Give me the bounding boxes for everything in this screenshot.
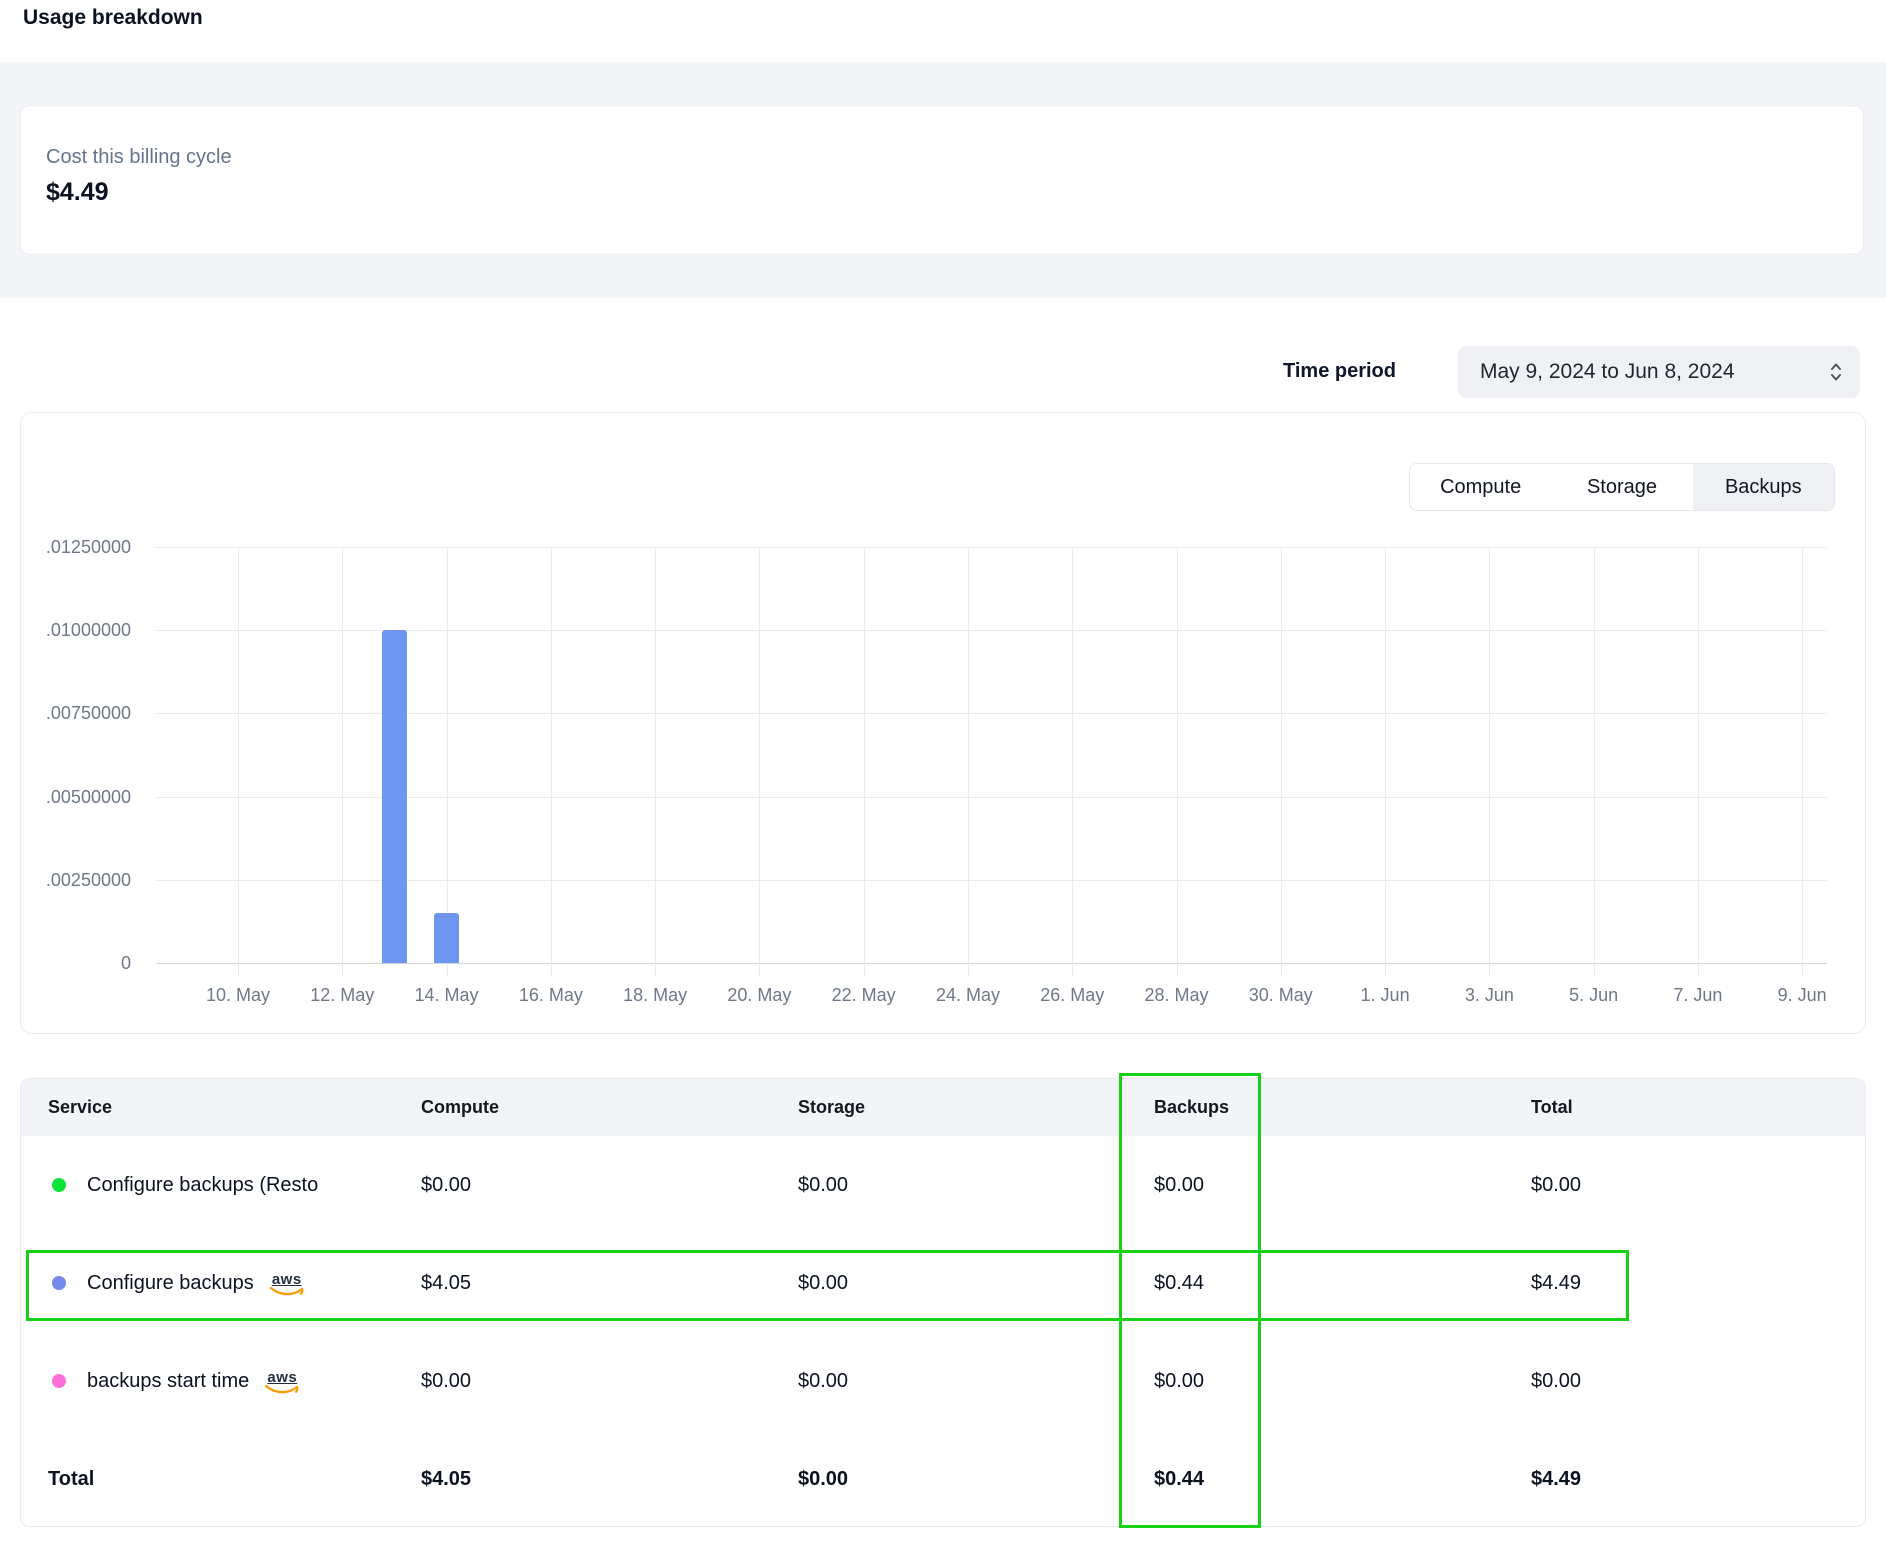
gridline-vertical	[1177, 547, 1178, 976]
gridline-vertical	[551, 547, 552, 976]
x-axis-tick-label: 16. May	[496, 985, 606, 1006]
x-axis-line	[156, 963, 1827, 964]
gridline-vertical	[1385, 547, 1386, 976]
table-row: backups start time aws $0.00 $0.00 $0.00…	[21, 1332, 1865, 1430]
x-axis-tick-label: 20. May	[704, 985, 814, 1006]
chart-plot: 0.00250000.00500000.00750000.01000000.01…	[156, 547, 1827, 963]
x-axis-tick-label: 3. Jun	[1434, 985, 1544, 1006]
column-header-storage: Storage	[798, 1097, 1154, 1118]
service-name: Configure backups	[87, 1272, 254, 1295]
total-value: $0.00	[1531, 1370, 1865, 1393]
gridline-vertical	[1281, 547, 1282, 976]
storage-value: $0.00	[798, 1174, 1154, 1197]
gridline-vertical	[447, 547, 448, 976]
total-compute-value: $4.05	[421, 1468, 798, 1491]
gridline-vertical	[342, 547, 343, 976]
gridline-vertical	[1489, 547, 1490, 976]
aws-logo-icon: aws	[264, 1371, 300, 1395]
page-title: Usage breakdown	[23, 6, 203, 30]
total-storage-value: $0.00	[798, 1468, 1154, 1491]
storage-value: $0.00	[798, 1272, 1154, 1295]
x-axis-tick-label: 5. Jun	[1539, 985, 1649, 1006]
usage-chart-card: Compute Storage Backups 0.00250000.00500…	[20, 412, 1866, 1034]
total-value: $0.00	[1531, 1174, 1865, 1197]
x-axis-tick-label: 9. Jun	[1747, 985, 1857, 1006]
gridline-horizontal	[156, 547, 1827, 548]
billing-summary-band: Cost this billing cycle $4.49	[0, 62, 1886, 298]
column-header-service: Service	[21, 1097, 421, 1118]
total-backups-value: $0.44	[1154, 1468, 1531, 1491]
backups-value: $0.44	[1154, 1272, 1531, 1295]
usage-table: Service Compute Storage Backups Total Co…	[20, 1078, 1866, 1527]
aws-logo-icon: aws	[269, 1273, 305, 1297]
chart-metric-tabs: Compute Storage Backups	[1409, 463, 1835, 511]
table-row: Configure backups aws $4.05 $0.00 $0.44 …	[21, 1234, 1865, 1332]
x-axis-tick-label: 1. Jun	[1330, 985, 1440, 1006]
x-axis-tick-label: 28. May	[1122, 985, 1232, 1006]
total-total-value: $4.49	[1531, 1468, 1865, 1491]
billing-cycle-cost: $4.49	[46, 178, 109, 207]
x-axis-tick-label: 22. May	[809, 985, 919, 1006]
service-name: Configure backups (Resto	[87, 1174, 318, 1197]
backups-value: $0.00	[1154, 1370, 1531, 1393]
x-axis-tick-label: 30. May	[1226, 985, 1336, 1006]
column-header-compute: Compute	[421, 1097, 798, 1118]
compute-value: $4.05	[421, 1272, 798, 1295]
chart-bar-13-May	[382, 630, 407, 963]
table-header-row: Service Compute Storage Backups Total	[21, 1079, 1865, 1136]
compute-value: $0.00	[421, 1370, 798, 1393]
x-axis-tick-label: 12. May	[287, 985, 397, 1006]
billing-cycle-label: Cost this billing cycle	[46, 146, 232, 169]
gridline-vertical	[759, 547, 760, 976]
tab-storage[interactable]: Storage	[1551, 464, 1692, 510]
total-value: $4.49	[1531, 1272, 1865, 1295]
x-axis-tick-label: 14. May	[392, 985, 502, 1006]
time-period-value: May 9, 2024 to Jun 8, 2024	[1480, 360, 1735, 384]
gridline-vertical	[864, 547, 865, 976]
y-axis-tick-label: .00750000	[23, 702, 131, 724]
gridline-vertical	[1802, 547, 1803, 976]
select-chevron-icon	[1828, 361, 1844, 383]
total-row-label: Total	[21, 1468, 421, 1491]
x-axis-tick-label: 26. May	[1017, 985, 1127, 1006]
chart-bar-14-May	[434, 913, 459, 963]
gridline-vertical	[1072, 547, 1073, 976]
gridline-vertical	[1698, 547, 1699, 976]
tab-backups[interactable]: Backups	[1693, 464, 1834, 510]
series-dot-green	[52, 1178, 66, 1192]
service-name: backups start time	[87, 1370, 249, 1393]
storage-value: $0.00	[798, 1370, 1154, 1393]
series-dot-pink	[52, 1374, 66, 1388]
y-axis-tick-label: .01000000	[23, 619, 131, 641]
gridline-vertical	[655, 547, 656, 976]
column-header-backups: Backups	[1154, 1097, 1531, 1118]
x-axis-tick-label: 7. Jun	[1643, 985, 1753, 1006]
backups-value: $0.00	[1154, 1174, 1531, 1197]
compute-value: $0.00	[421, 1174, 798, 1197]
gridline-vertical	[1594, 547, 1595, 976]
gridline-vertical	[238, 547, 239, 976]
table-row: Configure backups (Resto $0.00 $0.00 $0.…	[21, 1136, 1865, 1234]
time-period-label: Time period	[1283, 360, 1423, 383]
y-axis-tick-label: .00250000	[23, 869, 131, 891]
tab-compute[interactable]: Compute	[1410, 464, 1551, 510]
y-axis-tick-label: .01250000	[23, 536, 131, 558]
series-dot-blue	[52, 1276, 66, 1290]
time-period-select[interactable]: May 9, 2024 to Jun 8, 2024	[1458, 346, 1860, 398]
y-axis-tick-label: .00500000	[23, 786, 131, 808]
billing-summary-card: Cost this billing cycle $4.49	[20, 105, 1864, 255]
column-header-total: Total	[1531, 1097, 1865, 1118]
x-axis-tick-label: 18. May	[600, 985, 710, 1006]
x-axis-tick-label: 10. May	[183, 985, 293, 1006]
gridline-vertical	[968, 547, 969, 976]
table-total-row: Total $4.05 $0.00 $0.44 $4.49	[21, 1430, 1865, 1527]
y-axis-tick-label: 0	[23, 952, 131, 974]
x-axis-tick-label: 24. May	[913, 985, 1023, 1006]
